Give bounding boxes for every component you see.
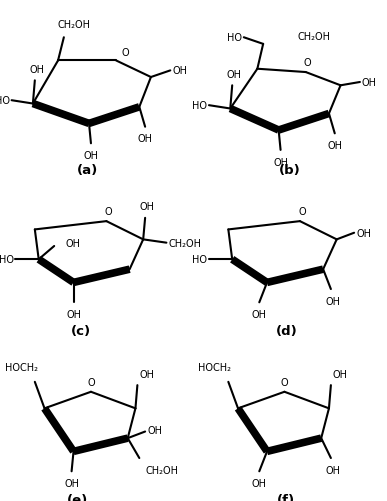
Text: HO: HO xyxy=(192,101,207,111)
Text: OH: OH xyxy=(362,78,377,88)
Text: (e): (e) xyxy=(67,493,88,501)
Text: OH: OH xyxy=(327,141,342,151)
Text: O: O xyxy=(304,58,312,68)
Text: OH: OH xyxy=(138,134,152,144)
Text: OH: OH xyxy=(140,202,154,212)
Text: O: O xyxy=(298,207,306,217)
Text: CH₂OH: CH₂OH xyxy=(145,465,178,475)
Text: OH: OH xyxy=(66,238,81,248)
Text: O: O xyxy=(87,377,95,387)
Text: O: O xyxy=(104,207,112,217)
Text: HO: HO xyxy=(227,33,242,43)
Text: OH: OH xyxy=(64,478,79,488)
Text: HO: HO xyxy=(0,255,14,265)
Text: OH: OH xyxy=(273,157,288,167)
Text: CH₂OH: CH₂OH xyxy=(168,238,201,248)
Text: O: O xyxy=(122,48,130,58)
Text: (c): (c) xyxy=(71,324,91,337)
Text: (b): (b) xyxy=(279,164,301,177)
Text: HOCH₂: HOCH₂ xyxy=(5,362,38,372)
Text: OH: OH xyxy=(84,151,98,161)
Text: CH₂OH: CH₂OH xyxy=(57,20,90,30)
Text: (d): (d) xyxy=(276,324,297,337)
Text: OH: OH xyxy=(66,309,81,319)
Text: OH: OH xyxy=(325,296,340,306)
Text: OH: OH xyxy=(227,70,241,80)
Text: OH: OH xyxy=(333,369,348,379)
Text: (f): (f) xyxy=(277,493,295,501)
Text: (a): (a) xyxy=(77,164,98,177)
Text: OH: OH xyxy=(147,425,162,435)
Text: OH: OH xyxy=(252,309,267,319)
Text: O: O xyxy=(281,377,288,387)
Text: OH: OH xyxy=(139,369,154,379)
Text: OH: OH xyxy=(325,465,340,475)
Text: CH₂OH: CH₂OH xyxy=(298,32,331,42)
Text: OH: OH xyxy=(356,228,371,238)
Text: OH: OH xyxy=(172,66,187,76)
Text: OH: OH xyxy=(252,478,267,488)
Text: HO: HO xyxy=(192,255,207,265)
Text: OH: OH xyxy=(29,65,44,75)
Text: HOCH₂: HOCH₂ xyxy=(198,362,231,372)
Text: HO: HO xyxy=(0,96,10,106)
